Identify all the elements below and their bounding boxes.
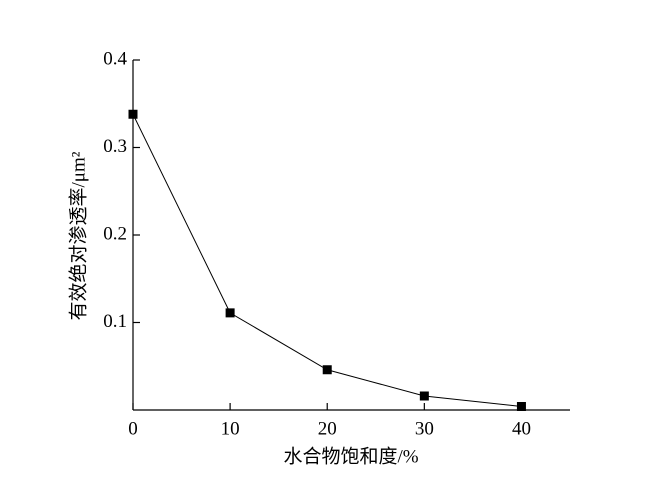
x-tick-label: 10	[221, 418, 240, 439]
marker	[225, 308, 235, 318]
x-tick-label: 0	[128, 418, 138, 439]
x-axis-label: 水合物饱和度/%	[283, 445, 418, 467]
y-axis-label: 有效绝对渗透率/μm²	[67, 151, 89, 320]
y-tick-label: 0.1	[103, 311, 127, 332]
marker	[322, 365, 332, 375]
line	[132, 114, 522, 407]
x-tick-label: 20	[318, 418, 337, 439]
x-tick-label: 40	[512, 418, 531, 439]
y-tick-label: 0.3	[103, 136, 127, 157]
marker	[516, 402, 526, 411]
marker	[128, 109, 138, 119]
y-tick-label: 0.2	[103, 223, 127, 244]
marker	[419, 391, 429, 401]
x-tick-label: 30	[415, 418, 434, 439]
y-tick-label: 0.4	[103, 48, 127, 69]
